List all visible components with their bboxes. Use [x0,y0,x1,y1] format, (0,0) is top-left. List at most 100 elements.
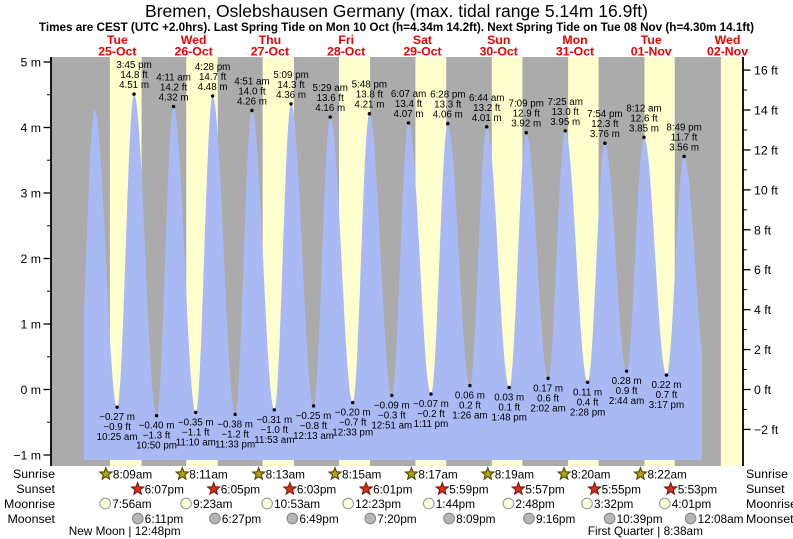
low-tide-label-line: −0.25 m [296,411,332,422]
moonset-row-label-right: Moonset [746,512,793,526]
low-tide-label-line: 1:26 am [452,411,487,422]
low-tide-dot [624,369,629,373]
moonrise-time: 3:32pm [594,497,634,511]
low-tide-label-line: 0.6 ft [537,393,559,404]
low-tide-label-line: 0.1 ft [498,403,520,414]
low-tide-label-line: −0.40 m [139,421,175,432]
low-tide-label-line: 0.06 m [455,391,485,402]
high-tide-label-line: 5:29 am [313,83,348,94]
high-tide-label-line: 4.51 m [119,80,149,91]
low-tide-label-line: −1.3 ft [143,431,171,442]
sunrise-time: 8:09am [113,467,153,481]
moonset-circle-icon [131,512,144,525]
low-tide-label-line: −1.2 ft [221,429,249,440]
left-axis-tick-label: 1 m [21,318,42,332]
low-tide-label-line: 0.7 ft [656,390,678,401]
high-tide-label-line: 6:07 am [391,89,426,100]
right-axis-tick-label: 10 ft [754,183,779,197]
low-tide-label-line: 12:51 am [371,420,412,431]
high-tide-label-line: 4.32 m [159,93,189,104]
moonset-time: 6:11pm [145,512,184,526]
left-axis-tick-label: 0 m [21,383,42,397]
high-tide-label-line: 12.6 ft [630,113,658,124]
sunrise-row-label-left: Sunrise [12,467,55,481]
right-axis-tick-label: 16 ft [754,64,779,78]
low-tide-label-line: 2:02 am [530,403,565,414]
high-tide-label-line: 4:51 am [234,76,269,87]
low-tide-dot [468,383,472,388]
high-tide-label-line: 13.2 ft [473,103,501,114]
low-tide-label-line: −0.31 m [256,415,292,426]
left-axis-tick-label: 3 m [21,187,42,201]
moonrise-time: 12:23pm [355,497,401,511]
left-axis-tick-label: −1 m [13,449,41,463]
low-tide-label-line: −0.8 ft [300,421,328,432]
moonset-circle-icon [603,512,616,525]
date-header-date: 29-Oct [403,45,441,59]
moonset-time: 10:39pm [617,512,663,526]
moonset-circle-icon [443,512,455,525]
sunset-time: 5:53pm [678,482,718,496]
sunrise-star-icon [327,466,343,481]
date-header-date: 27-Oct [251,45,289,59]
date-header-date: 31-Oct [556,45,594,59]
high-tide-dot [603,141,607,145]
high-tide-label-line: 11.7 ft [671,132,698,143]
date-header-date: 26-Oct [175,45,213,59]
low-tide-label-line: 0.2 ft [459,401,481,412]
high-tide-label-line: 13.0 ft [552,107,580,118]
high-tide-label-line: 7:09 pm [509,99,544,110]
low-tide-label-line: 2:44 am [609,396,644,407]
high-tide-label-line: 13.6 ft [317,93,345,104]
high-tide-dot [328,115,332,119]
moonset-time: 6:49pm [299,512,339,526]
low-tide-label-line: 0.4 ft [577,397,599,408]
right-axis-tick-label: 4 ft [754,303,772,317]
high-tide-label-line: 3.92 m [511,119,541,130]
moonrise-circle-icon [422,497,435,510]
high-tide-dot [367,112,372,116]
date-header-date: 30-Oct [480,45,518,59]
date-header-date: 25-Oct [98,45,136,59]
high-tide-label-line: 6:44 am [469,93,504,104]
low-tide-label-line: 2:28 pm [570,407,605,418]
moonset-time: 7:20pm [377,512,417,526]
high-tide-label-line: 4:11 am [156,73,191,84]
sunrise-time: 8:19am [495,467,535,481]
sunset-star-icon [358,481,374,496]
sunrise-time: 8:20am [571,467,611,481]
left-axis-tick-label: 4 m [21,121,42,135]
high-tide-label-line: 4.26 m [237,96,267,107]
moonset-circle-icon [286,512,299,525]
low-tide-label-line: 12:13 am [293,431,334,442]
sunrise-star-icon [403,466,419,481]
low-tide-label-line: 12:33 pm [332,428,373,439]
high-tide-label-line: 13.3 ft [434,100,462,111]
right-axis-tick-label: 8 ft [754,223,772,237]
moonset-circle-icon [364,512,377,525]
moonrise-circle-icon [180,497,192,510]
high-tide-label-line: 8:49 pm [666,122,701,133]
sunrise-time: 8:22am [647,467,687,481]
right-axis-tick-label: 12 ft [754,143,779,157]
high-tide-label-line: 4:28 pm [195,62,230,73]
low-tide-label-line: −0.2 ft [417,409,445,420]
low-tide-label-line: −0.7 ft [339,418,367,429]
sunrise-time: 8:13am [266,467,306,481]
sunset-star-icon [587,481,603,496]
left-axis-tick-label: 5 m [21,56,42,70]
low-tide-label-line: 1:48 pm [492,413,527,424]
date-header-weekday: Sun [487,33,510,47]
right-axis-tick-label: 0 ft [754,383,772,397]
date-header-date: 01-Nov [631,45,672,59]
moonrise-circle-icon [342,497,355,510]
sunrise-time: 8:15am [342,467,382,481]
date-header-weekday: Sat [413,33,432,47]
sunset-time: 5:57pm [525,482,565,496]
date-header-weekday: Mon [562,33,587,47]
high-tide-label-line: 7:25 am [548,97,583,108]
high-tide-label-line: 14.2 ft [160,83,188,94]
high-tide-label-line: 14.7 ft [199,72,227,83]
sunset-star-icon [206,481,222,496]
left-axis-tick-label: 2 m [21,252,42,266]
